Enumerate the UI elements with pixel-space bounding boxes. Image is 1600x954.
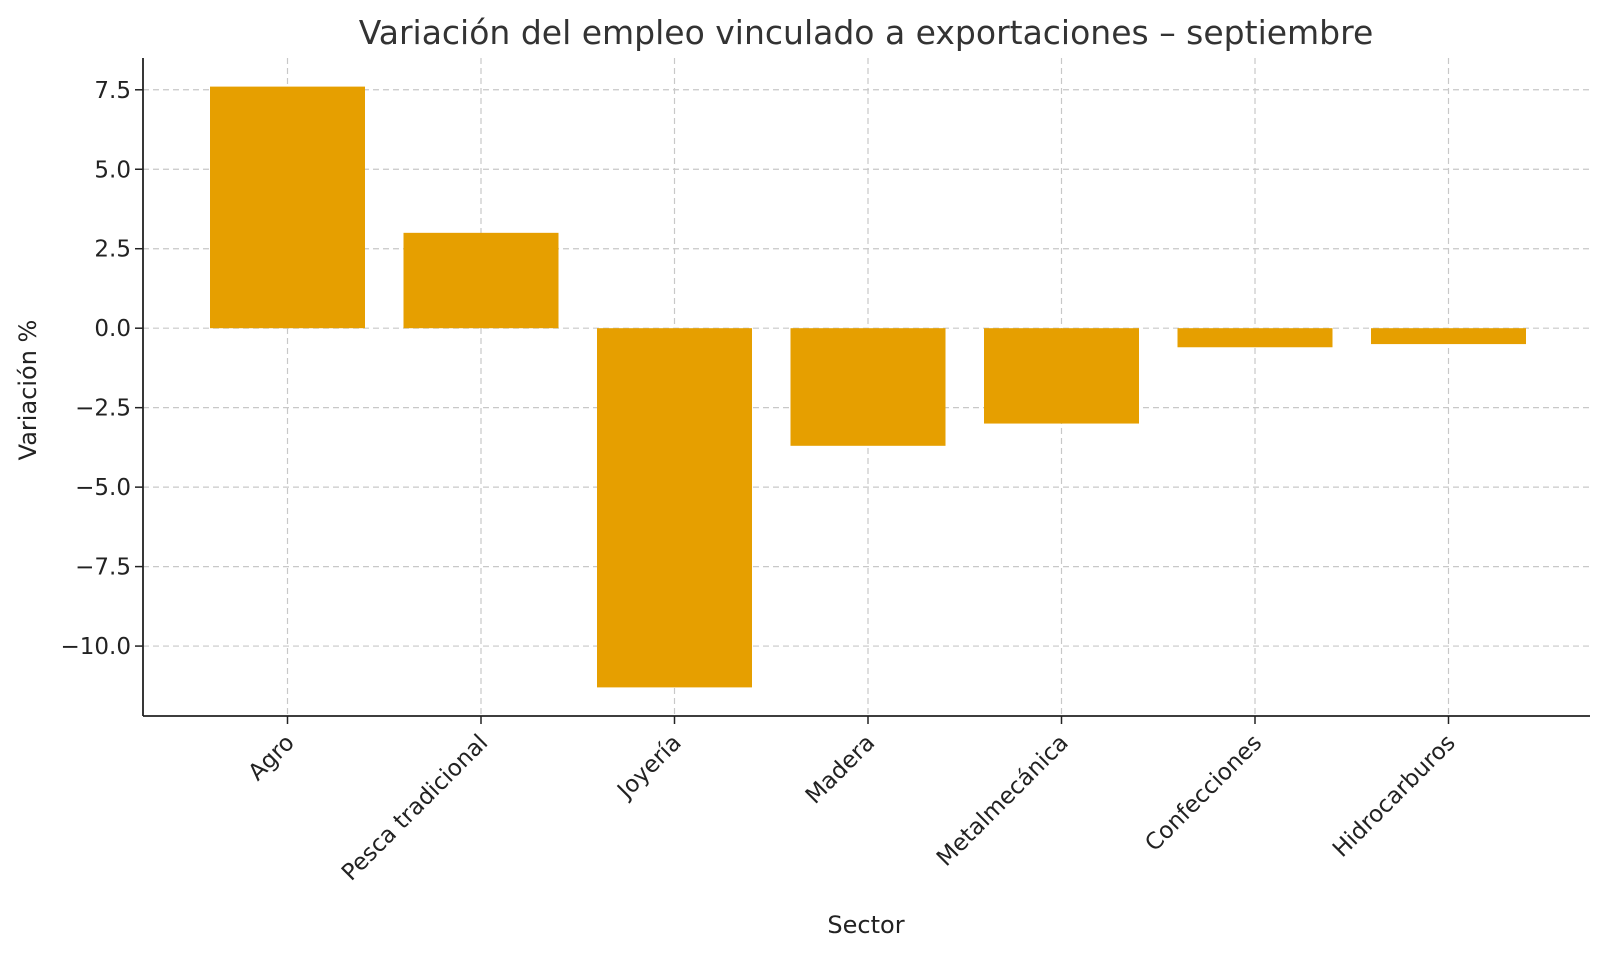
x-ticks: Agro Pesca tradicional Joyería Madera Metalm… [244,716,1461,886]
bar-joyeria [597,328,752,688]
y-tick-label: −10.0 [61,634,131,660]
x-tick-label: Hidrocarburos [1328,730,1461,863]
axes [142,58,1590,717]
bar-confecciones [1177,328,1333,348]
x-tick-label: Madera [801,730,880,809]
x-tick-label: Metalmecánica [932,730,1074,872]
x-axis-label: Sector [827,911,904,939]
x-tick-label: Confecciones [1140,730,1267,857]
x-tick-label: Agro [244,730,300,786]
bar-madera [790,328,946,446]
bars [210,86,1526,688]
y-tick-label: −5.0 [75,475,131,501]
chart-title: Variación del empleo vinculado a exporta… [359,13,1374,52]
y-tick-label: 5.0 [94,157,131,183]
bar-agro [210,86,365,329]
y-tick-label: −7.5 [75,555,131,581]
x-tick-label: Joyería [611,730,686,805]
y-tick-label: 2.5 [94,237,131,263]
bar-hidrocarburos [1371,328,1526,345]
y-axis-label: Variación % [14,320,42,461]
y-tick-label: −2.5 [75,396,131,422]
y-ticks: 7.5 5.0 2.5 0.0 −2.5 −5.0 −7.5 −10.0 [61,78,143,660]
bar-pesca-tradicional [403,232,559,329]
bar-metalmecanica [984,328,1139,424]
y-tick-label: 7.5 [94,78,131,104]
y-tick-label: 0.0 [94,316,131,342]
x-tick-label: Pesca tradicional [337,730,493,886]
